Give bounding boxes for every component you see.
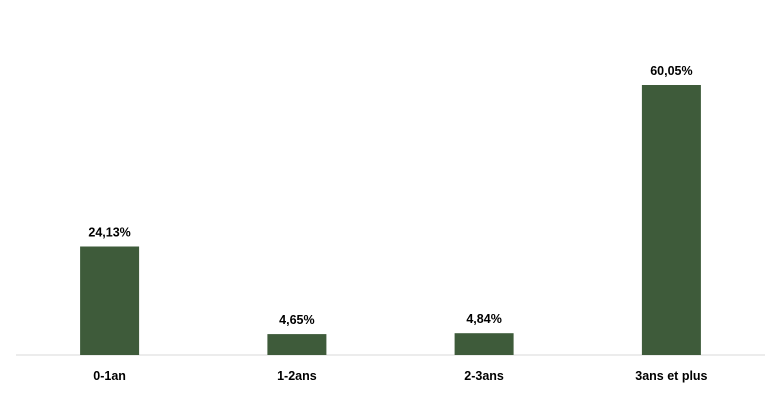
x-tick-label-2: 2-3ans [464,369,504,383]
bar-3 [641,85,701,355]
bar-0 [80,246,140,355]
data-labels-group: 24,13% 4,65% 4,84% 60,05% [88,64,692,327]
x-tick-label-1: 1-2ans [277,369,317,383]
data-label-2: 4,84% [466,312,501,326]
data-label-0: 24,13% [88,226,130,240]
bars-group [80,85,701,355]
x-tick-label-0: 0-1an [93,369,126,383]
data-label-3: 60,05% [650,64,692,78]
data-label-1: 4,65% [279,313,314,327]
x-tick-label-3: 3ans et plus [635,369,707,383]
bar-2 [454,333,514,355]
x-tick-labels-group: 0-1an 1-2ans 2-3ans 3ans et plus [93,369,707,383]
bar-1 [267,334,327,355]
